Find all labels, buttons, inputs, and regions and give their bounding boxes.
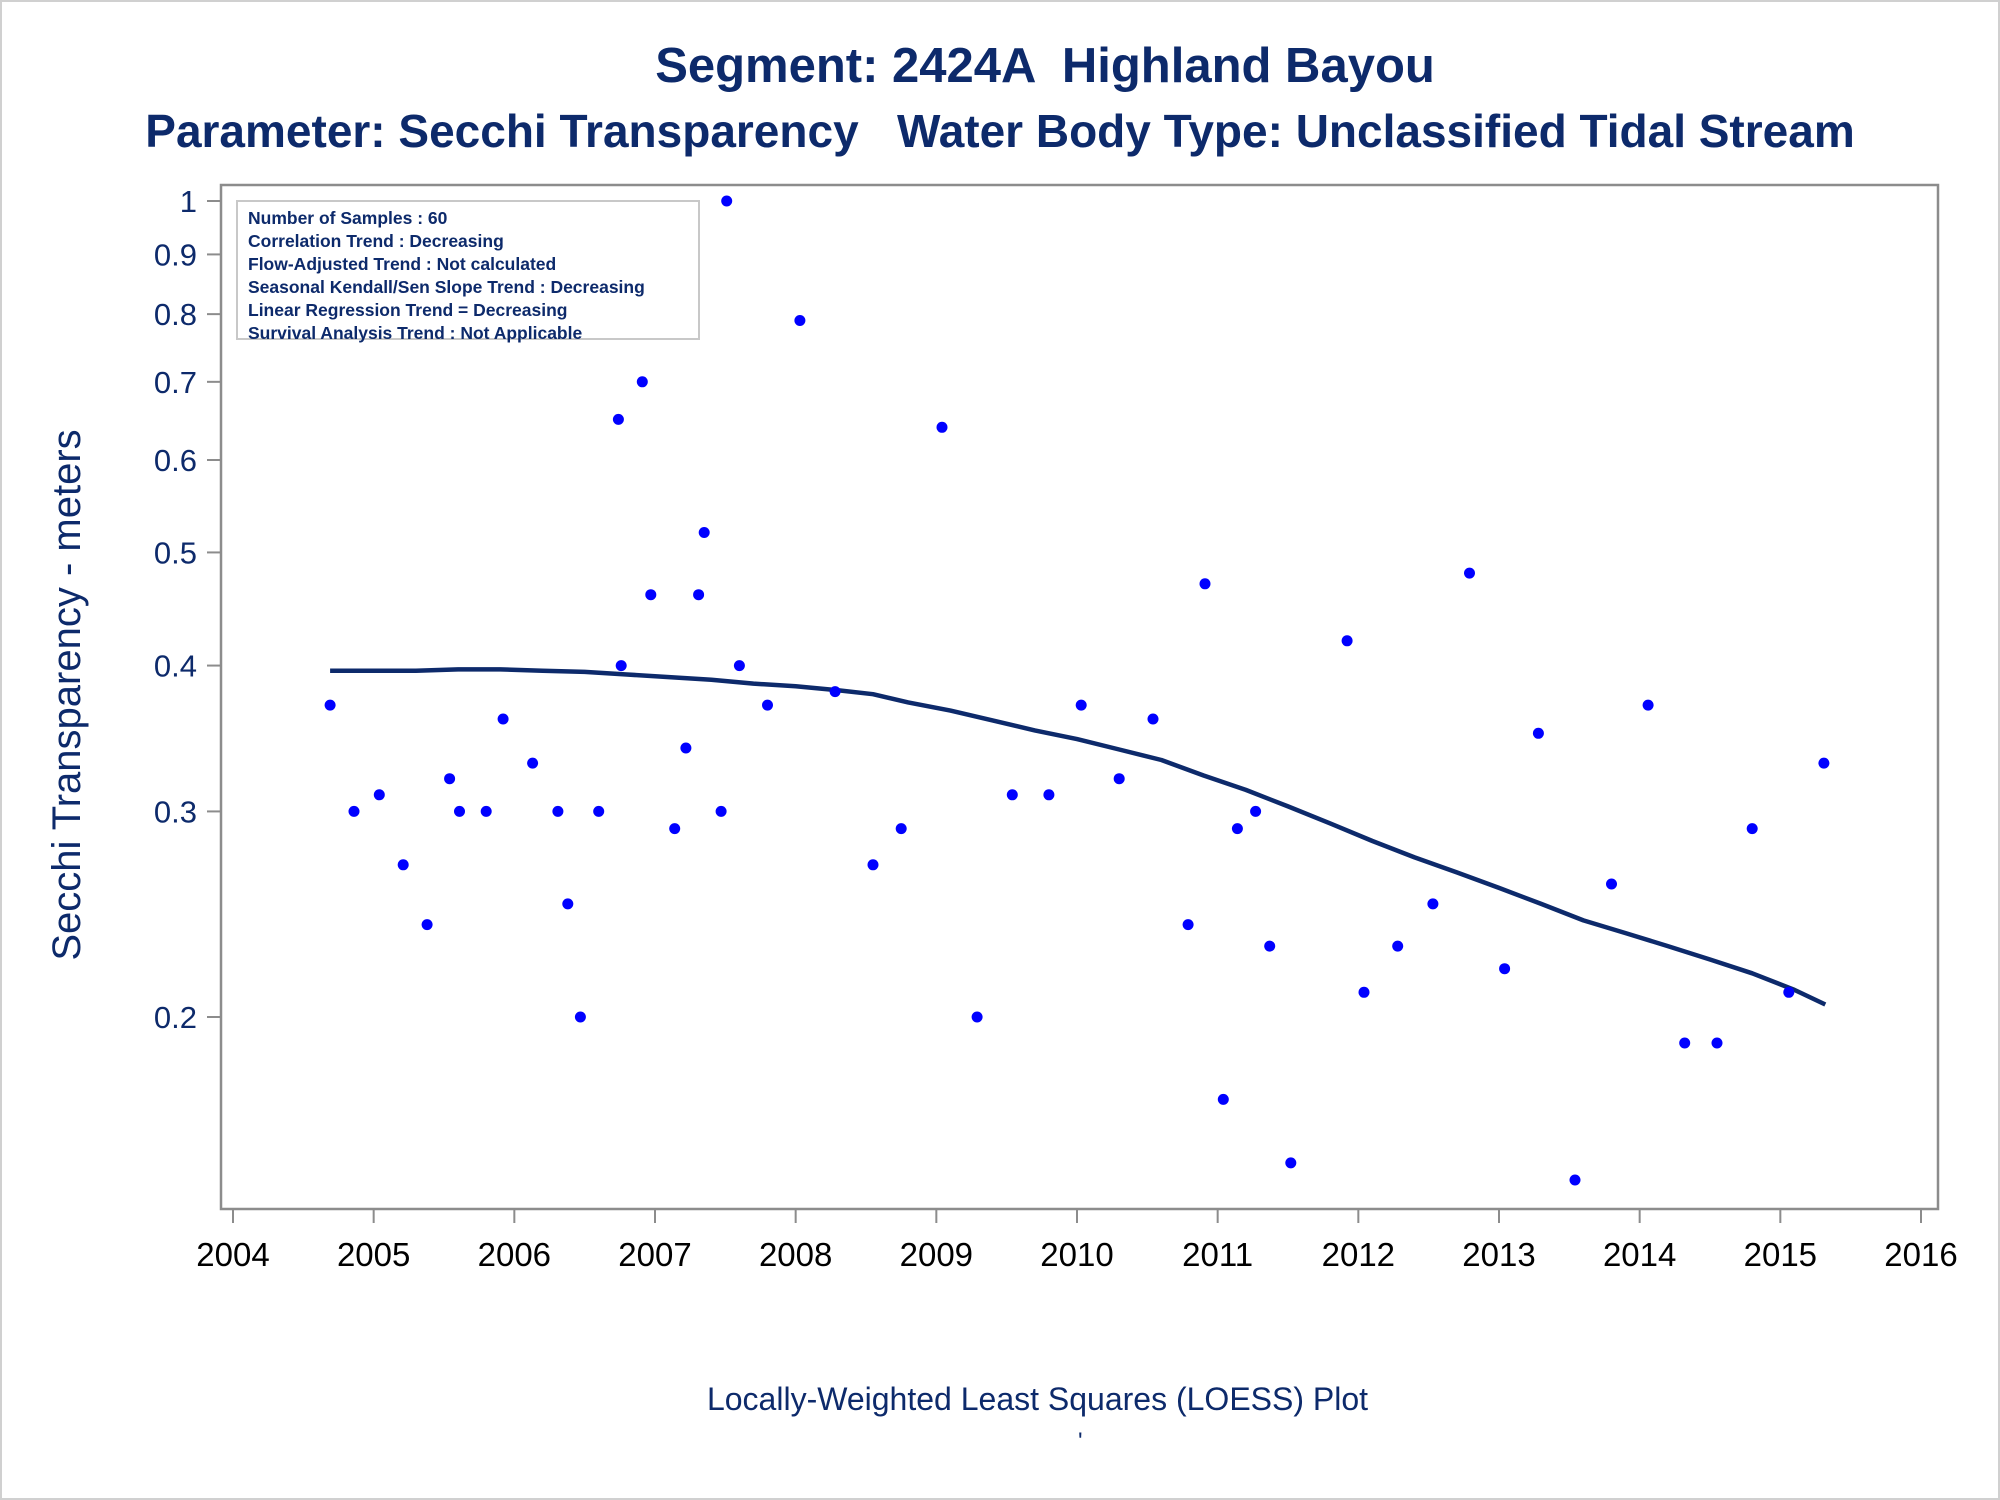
data-point	[615, 660, 627, 672]
x-tick-label: 2013	[1462, 1236, 1535, 1273]
data-point	[1285, 1157, 1297, 1169]
data-point	[645, 589, 657, 601]
data-point	[454, 805, 465, 817]
data-point	[1075, 699, 1087, 711]
stat-seasonal-kendall-trend: Seasonal Kendall/Sen Slope Trend : Decre…	[248, 277, 645, 297]
data-point	[721, 195, 733, 207]
data-point	[1711, 1037, 1723, 1049]
x-tick-label: 2005	[337, 1236, 410, 1273]
data-point	[1606, 878, 1617, 890]
x-tick-label: 2008	[759, 1236, 832, 1273]
data-point	[1264, 940, 1276, 952]
plot-area	[219, 183, 1940, 1211]
data-point	[895, 823, 907, 835]
data-point	[574, 1011, 586, 1023]
data-point	[1217, 1093, 1229, 1105]
data-point	[733, 660, 745, 672]
y-tick-label: 0.6	[154, 443, 197, 478]
data-point	[1358, 986, 1370, 998]
data-point	[348, 805, 360, 817]
data-point	[612, 413, 624, 425]
y-tick-label: 0.7	[154, 365, 197, 400]
data-point	[497, 713, 509, 725]
y-tick-label: 0.2	[154, 1000, 197, 1035]
data-point	[324, 699, 336, 711]
x-tick-label: 2007	[618, 1236, 691, 1273]
data-point	[1199, 578, 1211, 590]
data-point	[1250, 805, 1262, 817]
data-point	[1147, 713, 1159, 725]
data-point	[669, 823, 681, 835]
data-point	[936, 421, 948, 433]
x-tick-label: 2004	[196, 1236, 269, 1273]
data-point	[829, 686, 841, 698]
x-tick-label: 2010	[1040, 1236, 1113, 1273]
data-point	[1392, 940, 1404, 952]
data-point	[562, 898, 574, 910]
footnote-mark: '	[1078, 1428, 1083, 1455]
y-tick-label: 1	[180, 184, 197, 219]
y-tick-label: 0.8	[154, 297, 197, 332]
data-point	[480, 805, 492, 817]
data-point	[680, 742, 692, 754]
x-tick-label: 2009	[900, 1236, 973, 1273]
data-point	[1006, 789, 1018, 801]
data-point	[762, 699, 773, 711]
data-point	[693, 589, 705, 601]
data-point	[1499, 963, 1511, 975]
data-point	[867, 859, 879, 871]
x-tick-label: 2012	[1322, 1236, 1395, 1273]
data-point	[1427, 898, 1439, 910]
stats-legend-box: Number of Samples : 60 Correlation Trend…	[236, 200, 700, 343]
y-tick-label: 0.5	[154, 535, 197, 570]
chart-subtitle: Parameter: Secchi Transparency Water Bod…	[145, 105, 1855, 157]
data-point	[1642, 699, 1654, 711]
stat-survival-analysis-trend: Survival Analysis Trend : Not Applicable	[248, 323, 583, 343]
data-point	[397, 859, 409, 871]
stat-flow-adjusted-trend: Flow-Adjusted Trend : Not calculated	[248, 254, 557, 274]
data-point	[1746, 823, 1758, 835]
data-point	[552, 805, 564, 817]
stat-sample-count: Number of Samples : 60	[248, 208, 448, 228]
x-tick-label: 2016	[1884, 1236, 1957, 1273]
data-point	[1464, 567, 1475, 579]
data-point	[373, 789, 385, 801]
data-point	[1783, 986, 1795, 998]
data-point	[1679, 1037, 1691, 1049]
data-point	[421, 919, 433, 931]
y-tick-label: 0.3	[154, 794, 197, 829]
y-axis-label: Secchi Transparency - meters	[45, 429, 89, 960]
data-point	[698, 527, 710, 538]
data-point	[971, 1011, 983, 1023]
stat-correlation-trend: Correlation Trend : Decreasing	[248, 231, 504, 251]
stat-linear-regression-trend: Linear Regression Trend = Decreasing	[248, 300, 568, 320]
chart-title: Segment: 2424A Highland Bayou	[655, 39, 1435, 93]
footnote: Locally-Weighted Least Squares (LOESS) P…	[706, 1381, 1369, 1417]
x-tick-label: 2011	[1182, 1236, 1253, 1273]
x-tick-label: 2006	[478, 1236, 551, 1273]
data-point	[593, 805, 605, 817]
data-point	[1113, 773, 1125, 785]
data-point	[1043, 789, 1055, 801]
data-point	[794, 315, 806, 326]
data-point	[1818, 757, 1830, 769]
data-point	[1182, 919, 1194, 931]
data-point	[715, 805, 727, 817]
data-point	[1341, 635, 1353, 647]
data-point	[1231, 823, 1243, 835]
data-point	[1532, 727, 1544, 739]
y-tick-label: 0.4	[154, 649, 197, 684]
loess-curve	[330, 667, 1827, 1007]
data-point	[527, 757, 539, 769]
data-point	[1569, 1174, 1581, 1186]
data-point	[636, 376, 648, 388]
x-tick-label: 2015	[1744, 1236, 1817, 1273]
y-tick-label: 0.9	[154, 237, 197, 272]
x-tick-label: 2014	[1603, 1236, 1676, 1273]
data-point	[444, 773, 456, 785]
